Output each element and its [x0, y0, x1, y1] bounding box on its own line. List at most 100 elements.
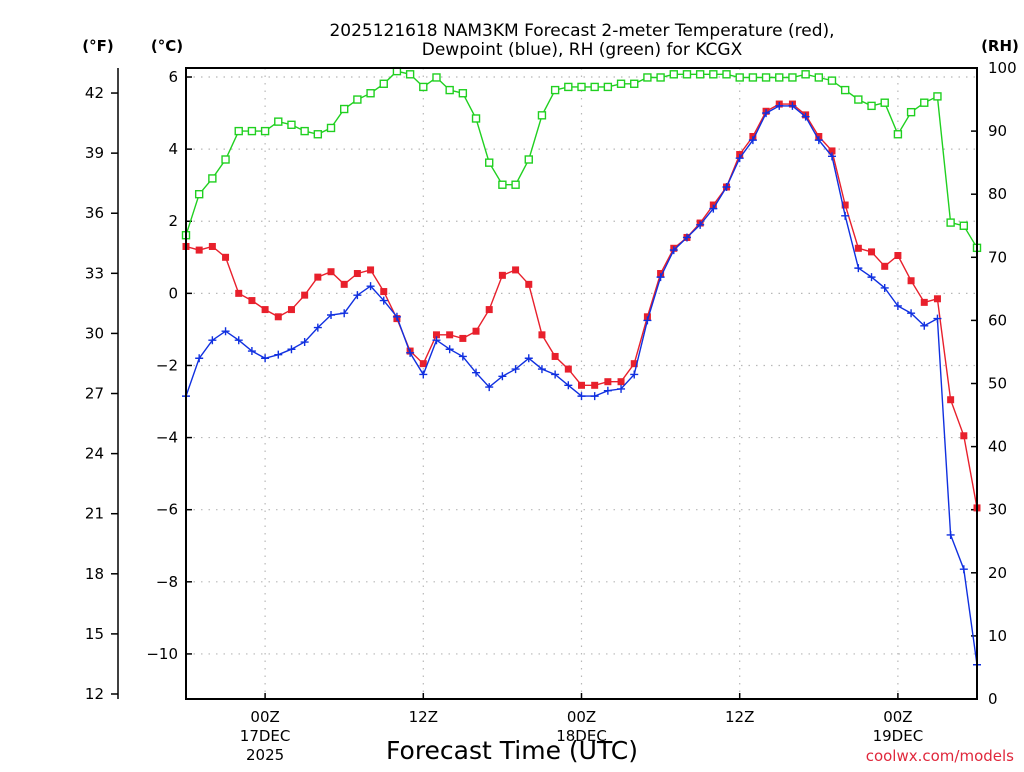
x-axis-title: Forecast Time (UTC)	[386, 736, 638, 765]
dewpoint-point	[788, 101, 797, 110]
rh-point	[274, 117, 283, 126]
temperature-series-line	[185, 103, 978, 509]
dewpoint-point	[775, 101, 784, 110]
dewpoint-point	[261, 354, 270, 363]
rh-point	[603, 82, 613, 92]
rh-point	[801, 70, 810, 79]
temperature-point	[472, 327, 480, 335]
dewpoint-point	[537, 365, 546, 374]
dewpoint-point	[208, 336, 217, 345]
dewpoint-point	[340, 309, 349, 318]
fahrenheit-tick-label: 18	[85, 565, 104, 583]
dewpoint-point	[827, 152, 836, 161]
rh-point	[827, 76, 837, 85]
rh-point	[260, 126, 270, 136]
x-tick-label-time: 00Z	[250, 708, 279, 726]
rh-point	[682, 70, 692, 79]
rh-tick-label: 60	[988, 311, 1007, 329]
x-tick-label-date: 17DEC	[240, 727, 291, 745]
temperature-point	[367, 266, 375, 274]
temperature-point	[327, 268, 335, 276]
source-credit: coolwx.com/models	[866, 747, 1014, 765]
dewpoint-point	[603, 386, 612, 395]
fahrenheit-unit-label: (°F)	[82, 37, 113, 55]
rh-point	[840, 85, 850, 95]
rh-point	[458, 89, 468, 98]
temperature-point	[419, 360, 427, 368]
rh-point	[208, 174, 217, 183]
dewpoint-point	[392, 312, 401, 321]
celsius-unit-label: (°C)	[151, 37, 183, 55]
rh-point	[247, 126, 257, 136]
axes	[111, 67, 977, 700]
fahrenheit-tick-label: 12	[85, 685, 104, 703]
temperature-point	[222, 253, 230, 261]
rh-point	[933, 92, 942, 101]
dewpoint-point	[274, 350, 283, 359]
x-tick-label-time: 12Z	[725, 708, 754, 726]
temperature-point	[960, 432, 968, 440]
rh-point	[366, 89, 375, 98]
temperature-point	[617, 378, 625, 386]
dewpoint-point	[287, 345, 296, 354]
rh-point	[722, 70, 731, 79]
temperature-point	[907, 277, 915, 285]
dewpoint-point	[498, 372, 507, 381]
celsius-tick-label: −8	[156, 573, 178, 591]
dewpoint-point	[313, 323, 322, 332]
dewpoint-point	[419, 370, 428, 379]
dewpoint-point	[867, 273, 876, 282]
temperature-point	[841, 201, 849, 209]
dewpoint-point	[854, 264, 863, 273]
temperature-point	[432, 331, 440, 339]
fahrenheit-tick-label: 39	[85, 144, 104, 162]
rh-point	[590, 82, 599, 92]
x-tick-label-date: 19DEC	[873, 727, 924, 745]
temperature-point	[538, 331, 546, 339]
rh-point	[379, 79, 388, 88]
dewpoint-point	[748, 136, 757, 145]
temperature-point	[551, 352, 559, 360]
rh-point	[353, 95, 362, 104]
rh-point	[537, 111, 547, 120]
dewpoint-point	[801, 112, 810, 121]
temperature-point	[446, 331, 454, 339]
temperature-point	[208, 242, 216, 250]
rh-point	[959, 221, 969, 230]
fahrenheit-tick-label: 15	[85, 625, 104, 643]
rh-point	[854, 95, 863, 104]
rh-point	[340, 104, 349, 114]
fahrenheit-tick-label: 36	[85, 204, 104, 222]
dewpoint-point	[590, 392, 599, 401]
rh-point	[695, 70, 705, 79]
temperature-point	[340, 280, 348, 288]
rh-tick-label: 100	[988, 59, 1017, 77]
temperature-point	[485, 306, 493, 314]
dewpoint-point	[564, 381, 573, 390]
dewpoint-point	[327, 310, 336, 319]
rh-point	[775, 73, 784, 82]
temperature-point	[459, 334, 467, 342]
rh-point	[867, 101, 876, 111]
dewpoint-point	[221, 327, 230, 336]
fahrenheit-tick-label: 27	[85, 385, 104, 403]
dewpoint-point	[762, 109, 771, 118]
rh-point	[287, 120, 296, 129]
dewpoint-point	[577, 392, 586, 401]
x-tick-label-time: 00Z	[567, 708, 596, 726]
temperature-point	[947, 396, 955, 404]
temperature-point	[933, 295, 941, 303]
dewpoint-point	[195, 354, 204, 363]
plot-frame	[185, 67, 978, 700]
dewpoint-point	[696, 220, 705, 229]
dewpoint-point	[709, 204, 718, 213]
temperature-point	[380, 288, 388, 296]
rh-point	[564, 82, 573, 92]
celsius-tick-label: 2	[168, 212, 178, 230]
rh-tick-label: 90	[988, 122, 1007, 140]
chart-title-line2: Dewpoint (blue), RH (green) for KCGX	[422, 40, 743, 60]
rh-point	[814, 73, 823, 82]
temperature-point	[564, 365, 572, 373]
